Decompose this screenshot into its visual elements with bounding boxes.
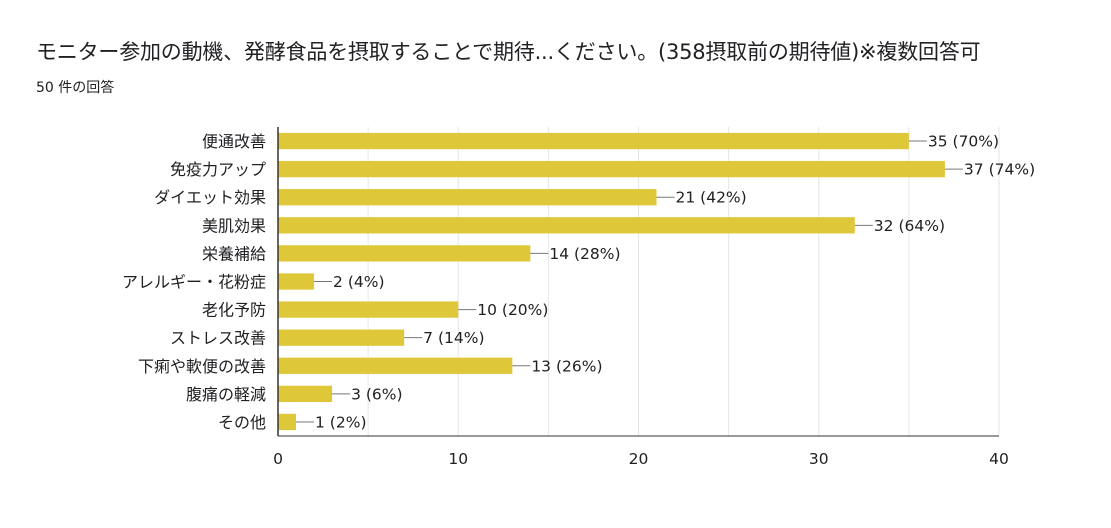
bar — [278, 413, 297, 431]
data-label: 35 (70%) — [928, 133, 999, 151]
category-label: 老化予防 — [202, 301, 266, 320]
bar — [278, 273, 315, 290]
data-label: 10 (20%) — [477, 301, 548, 319]
category-label: ストレス改善 — [170, 329, 266, 348]
x-tick-label: 10 — [448, 450, 468, 468]
data-label: 3 (6%) — [351, 385, 402, 403]
data-label: 14 (28%) — [549, 245, 620, 263]
data-label: 1 (2%) — [315, 413, 366, 431]
bar — [278, 245, 531, 262]
response-count: 50 件の回答 — [36, 80, 115, 96]
bar — [278, 160, 945, 178]
data-label: 21 (42%) — [676, 189, 747, 207]
chart-title: モニター参加の動機、発酵食品を摂取することで期待...ください。(358摂取前の… — [36, 40, 981, 64]
x-tick-label: 30 — [809, 450, 829, 468]
category-label: 栄養補給 — [202, 244, 266, 263]
category-label: 便通改善 — [202, 132, 266, 151]
bar — [278, 301, 459, 318]
category-label: 腹痛の軽減 — [186, 385, 266, 404]
category-label: その他 — [218, 413, 266, 432]
bar — [278, 217, 855, 234]
label-connectors — [296, 140, 963, 423]
data-label: 32 (64%) — [874, 217, 945, 235]
bar — [278, 189, 657, 206]
bars — [278, 132, 945, 431]
category-label: アレルギー・花粉症 — [122, 273, 266, 292]
category-label: 免疫力アップ — [170, 160, 266, 179]
category-label: ダイエット効果 — [154, 188, 266, 207]
bar — [278, 357, 513, 374]
x-tick-label: 0 — [273, 450, 283, 468]
grid-lines — [367, 127, 1000, 436]
x-tick-labels: 0 10 20 30 40 — [273, 450, 1009, 468]
bar — [278, 132, 909, 150]
bar — [278, 385, 333, 403]
axes — [277, 127, 999, 437]
bar — [278, 329, 405, 346]
x-tick-label: 40 — [989, 450, 1009, 468]
category-labels: 便通改善免疫力アップダイエット効果美肌効果栄養補給アレルギー・花粉症老化予防スト… — [122, 132, 266, 432]
data-label: 7 (14%) — [423, 329, 484, 347]
data-label: 2 (4%) — [333, 273, 384, 291]
data-label: 13 (26%) — [531, 357, 602, 375]
x-tick-label: 20 — [629, 450, 649, 468]
data-label: 37 (74%) — [964, 161, 1035, 179]
category-label: 美肌効果 — [202, 216, 266, 235]
category-label: 下痢や軟便の改善 — [138, 357, 266, 376]
data-labels: 35 (70%) 37 (74%) 21 (42%) 32 (64%) 14 (28%)… — [315, 133, 1035, 432]
